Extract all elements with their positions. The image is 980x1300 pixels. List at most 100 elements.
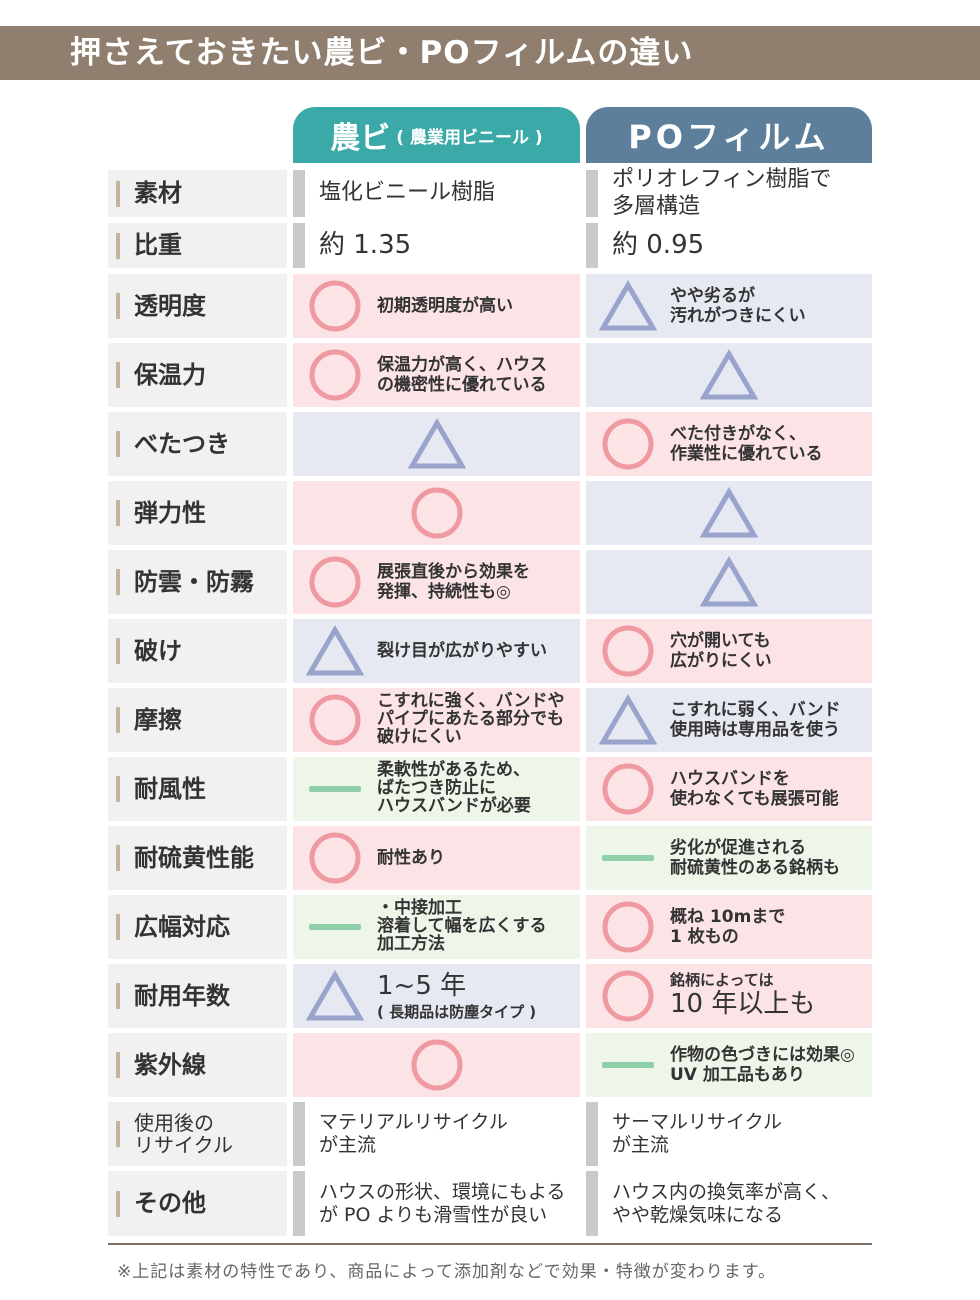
cell-nobi: 約 1.35 xyxy=(293,223,580,268)
row-label: 破け xyxy=(108,619,287,683)
fair-triangle-icon xyxy=(293,418,580,470)
cell-text-line: やや劣るが xyxy=(670,285,755,306)
cell-text-line: UV 加工品もあり xyxy=(670,1065,805,1085)
cell-po: ハウスバンドを 使わなくても展張可能 xyxy=(586,757,872,821)
cell-text-line: ハウスバンドが必要 xyxy=(377,795,531,816)
cell-text-line: サーマルリサイクル xyxy=(612,1111,783,1134)
cell-text-line: マテリアルリサイクル xyxy=(319,1111,508,1134)
cell-text-line: ポリオレフィン樹脂で xyxy=(612,167,832,193)
cell-text-line: 裂け目が広がりやすい xyxy=(377,640,547,661)
cell-text-line: 耐硫黄性のある銘柄も xyxy=(670,858,840,878)
neutral-dash-icon xyxy=(293,923,377,931)
cell-po xyxy=(586,343,872,407)
row-label: その他 xyxy=(108,1171,287,1236)
table-row: 透明度 初期透明度が高い やや劣るが 汚れがつきにくい xyxy=(108,274,872,338)
good-circle-icon xyxy=(586,762,670,816)
cell-nobi: 展張直後から効果を 発揮、持続性も◎ xyxy=(293,550,580,614)
cell-text-line: 塩化ビニール樹脂 xyxy=(319,180,496,206)
cell-po: べた付きがなく、 作業性に優れている xyxy=(586,412,872,476)
good-circle-icon xyxy=(293,831,377,885)
cell-po: 銘柄によっては 10 年以上も xyxy=(586,964,872,1028)
good-circle-icon xyxy=(293,1038,580,1092)
cell-text-line: 柔軟性があるため、 xyxy=(377,760,530,781)
column-title: 農ビ xyxy=(330,121,391,156)
footnote: ※上記は素材の特性であり、商品によって添加剤などで効果・特徴が変わります。 xyxy=(117,1262,776,1282)
cell-text-line: 展張直後から効果を xyxy=(377,561,530,582)
table-row: 保温力 保温力が高く、ハウス の機密性に優れている xyxy=(108,343,872,407)
cell-text-line: こすれに強く、バンドや xyxy=(377,691,565,712)
cell-text-line: が PO よりも滑雪性が良い xyxy=(319,1203,548,1226)
table-row: べたつき べた付きがなく、 作業性に優れている xyxy=(108,412,872,476)
cell-nobi: ・中接加工 溶着して幅を広くする 加工方法 xyxy=(293,895,580,959)
row-label: べたつき xyxy=(108,412,287,476)
row-label: 耐用年数 xyxy=(108,964,287,1028)
row-label: 保温力 xyxy=(108,343,287,407)
good-circle-icon xyxy=(293,693,377,747)
cell-text-line: ・中接加工 xyxy=(377,898,462,919)
cell-text-line: 1~5 年 xyxy=(377,971,467,1002)
cell-text-line: 耐性あり xyxy=(377,847,445,868)
cell-text-line: ( 長期品は防塵タイプ ) xyxy=(377,1002,537,1021)
cell-text-line: 作業性に優れている xyxy=(670,444,823,464)
good-circle-icon xyxy=(293,555,377,609)
good-circle-icon xyxy=(293,279,377,333)
cell-text-line: 約 1.35 xyxy=(319,229,412,260)
cell-po: ハウス内の換気率が高く、 やや乾燥気味になる xyxy=(586,1171,872,1236)
fair-triangle-icon xyxy=(586,280,670,332)
neutral-dash-icon xyxy=(293,785,377,793)
cell-po: 作物の色づきには効果◎ UV 加工品もあり xyxy=(586,1033,872,1097)
cell-text-line: 初期透明度が高い xyxy=(377,295,513,316)
fair-triangle-icon xyxy=(293,625,377,677)
good-circle-icon xyxy=(586,969,670,1023)
neutral-dash-icon xyxy=(586,1061,670,1069)
column-header-nobi: 農ビ( 農業用ビニール ) xyxy=(293,107,580,163)
table-row: 比重 約 1.35 約 0.95 xyxy=(108,223,872,268)
cell-text-line: 使わなくても展張可能 xyxy=(670,789,839,809)
good-circle-icon xyxy=(293,348,377,402)
page-title: 押さえておきたい農ビ・POフィルムの違い xyxy=(0,26,980,80)
row-label: 摩擦 xyxy=(108,688,287,752)
cell-po: サーマルリサイクル が主流 xyxy=(586,1102,872,1166)
cell-text-line: 破けにくい xyxy=(377,726,462,747)
good-circle-icon xyxy=(293,486,580,540)
cell-nobi: 耐性あり xyxy=(293,826,580,890)
cell-po: 劣化が促進される 耐硫黄性のある銘柄も xyxy=(586,826,872,890)
fair-triangle-icon xyxy=(293,970,377,1022)
good-circle-icon xyxy=(586,624,670,678)
row-label: 使用後の リサイクル xyxy=(108,1102,287,1166)
cell-nobi: マテリアルリサイクル が主流 xyxy=(293,1102,580,1166)
cell-po: 概ね 10mまで 1 枚もの xyxy=(586,895,872,959)
cell-text-line: 加工方法 xyxy=(377,933,445,954)
divider xyxy=(108,1243,872,1245)
table-row: 広幅対応 ・中接加工 溶着して幅を広くする 加工方法 概ね 10mまで 1 枚もの xyxy=(108,895,872,959)
table-row: その他 ハウスの形状、環境にもよるが PO よりも滑雪性が良い ハウス内の換気率が高… xyxy=(108,1171,872,1236)
table-row: 弾力性 xyxy=(108,481,872,545)
cell-text-line: が主流 xyxy=(319,1134,377,1156)
cell-text-line: 劣化が促進される xyxy=(670,837,806,858)
column-title: POフィルム xyxy=(628,118,830,156)
fair-triangle-icon xyxy=(586,694,670,746)
cell-po: こすれに弱く、バンド 使用時は専用品を使う xyxy=(586,688,872,752)
cell-text-line: 多層構造 xyxy=(612,193,701,219)
cell-text-line: やや乾燥気味になる xyxy=(612,1203,784,1226)
cell-text-line: べた付きがなく、 xyxy=(670,423,806,444)
cell-text-line: の機密性に優れている xyxy=(377,375,547,395)
neutral-dash-icon xyxy=(586,854,670,862)
table-row: 使用後の リサイクル マテリアルリサイクル が主流 サーマルリサイクル が主流 xyxy=(108,1102,872,1166)
table-row: 耐用年数 1~5 年( 長期品は防塵タイプ ) 銘柄によっては 10 年以上も xyxy=(108,964,872,1028)
cell-nobi xyxy=(293,1033,580,1097)
table-row: 耐風性 柔軟性があるため、 ばたつき防止に ハウスバンドが必要 ハウスバンドを 使わなくて… xyxy=(108,757,872,821)
cell-nobi: 裂け目が広がりやすい xyxy=(293,619,580,683)
cell-text-line: 汚れがつきにくい xyxy=(670,306,806,326)
table-row: 摩擦 こすれに強く、バンドや パイプにあたる部分でも 破けにくい こすれに弱く、バンド使… xyxy=(108,688,872,752)
cell-text-line: 発揮、持続性も◎ xyxy=(377,582,511,602)
row-label: 弾力性 xyxy=(108,481,287,545)
cell-nobi: ハウスの形状、環境にもよるが PO よりも滑雪性が良い xyxy=(293,1171,580,1236)
row-label: 耐硫黄性能 xyxy=(108,826,287,890)
cell-text-line: 概ね 10mまで xyxy=(670,906,786,927)
cell-nobi: 保温力が高く、ハウス の機密性に優れている xyxy=(293,343,580,407)
table-row: 破け 裂け目が広がりやすい 穴が開いても 広がりにくい xyxy=(108,619,872,683)
table-row: 防雲・防霧 展張直後から効果を 発揮、持続性も◎ xyxy=(108,550,872,614)
table-row: 素材 塩化ビニール樹脂 ポリオレフィン樹脂で 多層構造 xyxy=(108,167,872,219)
row-label: 比重 xyxy=(108,223,287,268)
